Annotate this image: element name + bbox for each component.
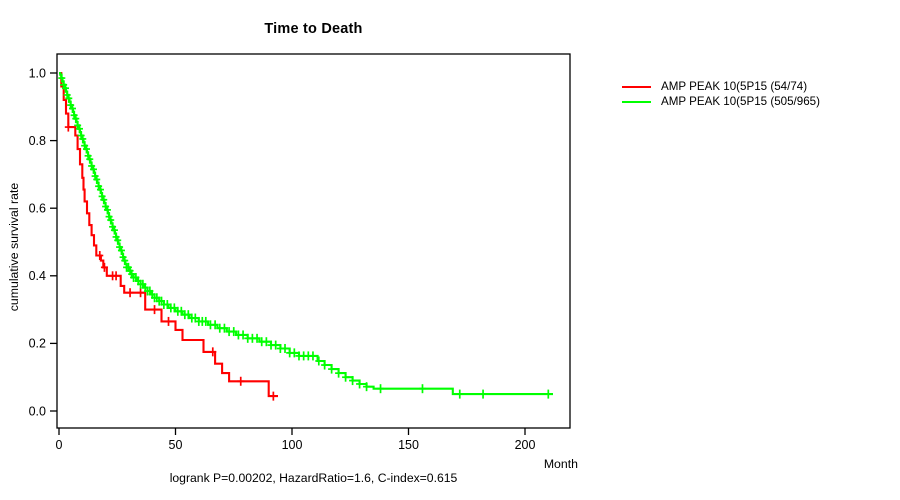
x-tick-label: 150	[398, 438, 419, 452]
legend-item-group1: AMP PEAK 10(5P15 (54/74)	[622, 79, 820, 94]
x-axis-label: Month	[543, 457, 578, 471]
legend-line-icon	[622, 100, 651, 103]
y-tick-label: 1.0	[29, 66, 46, 80]
y-tick-label: 0.2	[29, 337, 46, 351]
y-tick-label: 0.4	[29, 269, 46, 283]
x-tick-label: 0	[56, 438, 63, 452]
y-tick-label: 0.6	[29, 202, 46, 216]
plot-box	[56, 53, 571, 429]
x-tick-label: 50	[169, 438, 183, 452]
y-tick-label: 0.0	[29, 404, 46, 418]
x-tick-label: 100	[282, 438, 303, 452]
survival-curve-group2	[59, 71, 553, 396]
plot-title: Time to Death	[264, 21, 363, 37]
legend-line-icon	[622, 85, 651, 88]
legend-item-group2: AMP PEAK 10(5P15 (505/965)	[622, 94, 820, 109]
x-tick-label: 200	[515, 438, 536, 452]
y-tick-label: 0.8	[29, 134, 46, 148]
stats-annotation: logrank P=0.00202, HazardRatio=1.6, C-in…	[169, 471, 458, 485]
survival-curve-group1	[59, 71, 278, 398]
legend-label-group2: AMP PEAK 10(5P15 (505/965)	[661, 95, 820, 108]
legend-label-group1: AMP PEAK 10(5P15 (54/74)	[661, 80, 808, 93]
legend: AMP PEAK 10(5P15 (54/74) AMP PEAK 10(5P1…	[622, 79, 820, 109]
